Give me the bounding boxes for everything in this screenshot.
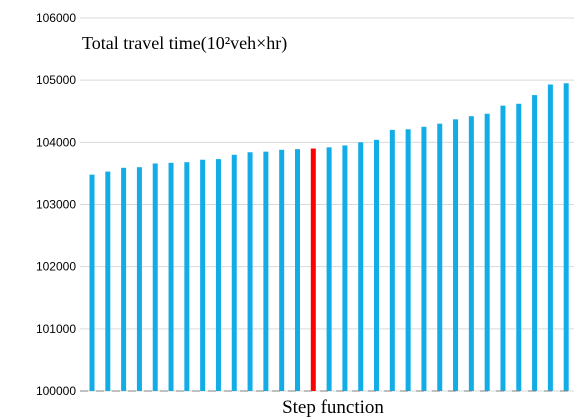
bar [89,174,95,391]
bar [500,105,506,391]
bar [532,95,538,391]
bar [484,113,490,391]
y-tick-label: 104000 [36,135,76,149]
bar [468,116,474,392]
bar [374,139,380,391]
bar [105,171,111,391]
x-axis-label: Step function [282,397,384,417]
bar [547,84,553,391]
y-tick-label: 106000 [36,11,76,25]
y-tick-label: 100000 [36,384,76,398]
y-tick-label: 103000 [36,198,76,212]
bar [421,126,427,392]
bar [516,103,522,391]
highlighted-bar [310,148,316,391]
bar [279,149,285,391]
bar [389,129,395,391]
bar [121,167,127,391]
bar [342,145,348,391]
bar [453,119,459,391]
chart-title: Total travel time(10²veh×hr) [82,33,287,54]
bar [563,83,569,392]
bar [358,142,364,391]
bar [168,162,174,391]
bar [184,162,190,391]
bar [294,149,300,391]
bar [263,151,269,391]
y-tick-label: 102000 [36,260,76,274]
bar [231,154,237,391]
y-tick-labels: 100000 101000 102000 103000 104000 105000 1060… [36,11,76,398]
bar [152,163,158,391]
y-tick-label: 101000 [36,322,76,336]
bars [89,83,569,392]
bar [405,129,411,392]
bar [437,123,443,391]
y-tick-label: 105000 [36,73,76,87]
bar [215,159,221,391]
bar [136,167,142,391]
bar [200,159,206,391]
bar [247,152,253,391]
bar [326,147,332,391]
